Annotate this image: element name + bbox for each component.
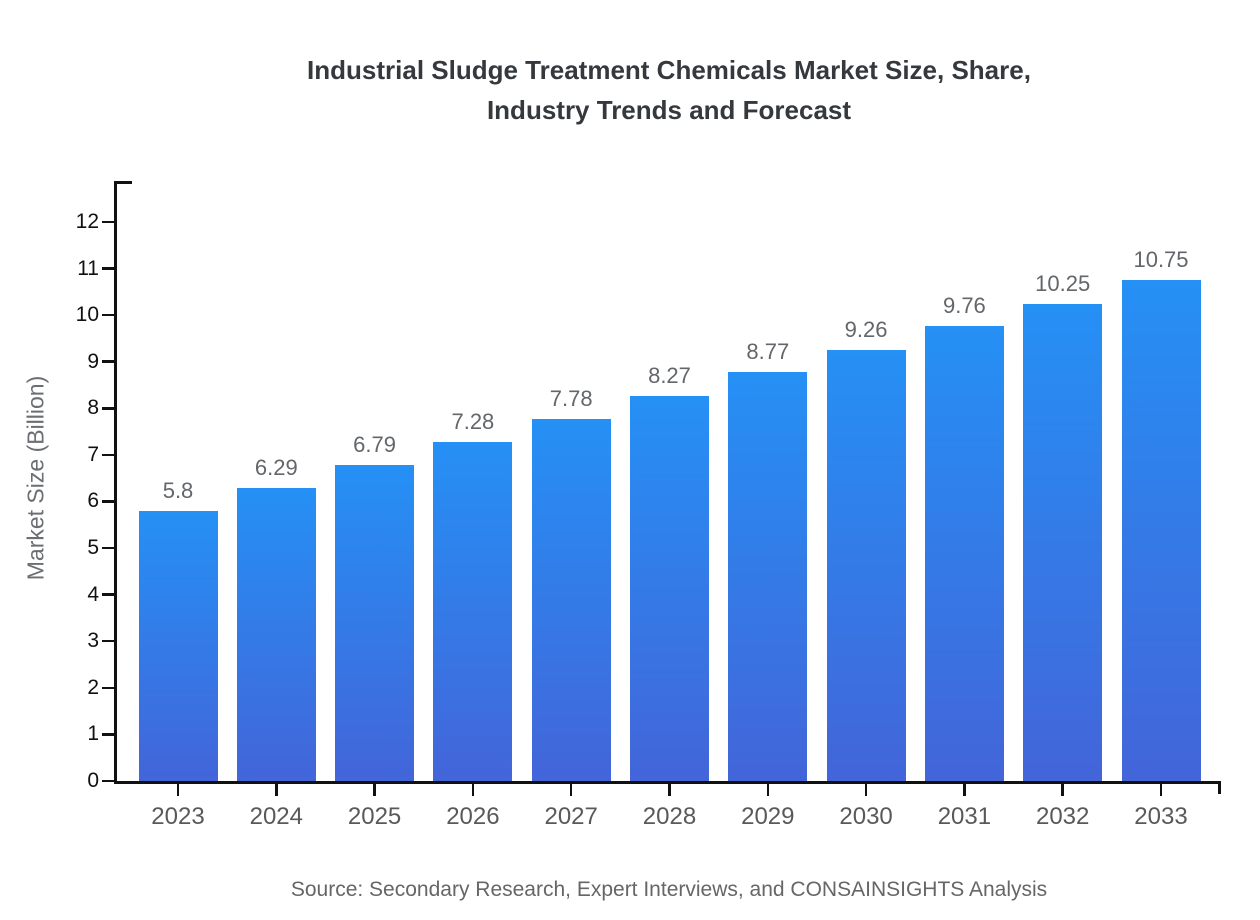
bar-value-label-2029: 8.77 bbox=[746, 339, 790, 365]
y-tick-label-10: 10 bbox=[75, 303, 99, 327]
y-tick-5 bbox=[102, 546, 114, 550]
y-tick-label-1: 1 bbox=[87, 722, 99, 746]
x-tick-label-2027: 2027 bbox=[544, 803, 598, 830]
x-tick-label-2026: 2026 bbox=[446, 803, 500, 830]
source-note: Source: Secondary Research, Expert Inter… bbox=[290, 878, 1048, 901]
bar-value-label-2027: 7.78 bbox=[549, 385, 593, 411]
bar-2032 bbox=[1023, 303, 1103, 781]
x-tick-2030 bbox=[864, 784, 868, 796]
x-axis-line bbox=[114, 781, 1221, 784]
bar-2024 bbox=[236, 488, 316, 781]
y-tick-4 bbox=[102, 593, 114, 596]
x-tick-2024 bbox=[275, 784, 278, 796]
y-tick-label-6: 6 bbox=[87, 489, 99, 513]
bar-value-label-2024: 6.29 bbox=[254, 454, 298, 480]
x-tick-2028 bbox=[668, 784, 671, 796]
y-tick-label-5: 5 bbox=[87, 536, 99, 560]
y-tick-label-11: 11 bbox=[77, 256, 99, 280]
bar-value-label-2028: 8.27 bbox=[648, 362, 691, 388]
y-tick-label-12: 12 bbox=[75, 209, 99, 233]
y-tick-8 bbox=[102, 407, 114, 410]
y-tick-0 bbox=[102, 779, 114, 783]
bar-2030 bbox=[826, 349, 906, 781]
y-tick-label-9: 9 bbox=[87, 349, 99, 373]
y-tick-label-7: 7 bbox=[87, 442, 99, 466]
bar-2025 bbox=[335, 464, 415, 781]
y-tick-12 bbox=[102, 220, 114, 224]
x-tick-label-2029: 2029 bbox=[741, 803, 795, 830]
bar-value-label-2033: 10.75 bbox=[1133, 247, 1189, 273]
y-tick-9 bbox=[102, 360, 114, 363]
y-tick-11 bbox=[102, 267, 114, 270]
plot-area: 0 1 2 3 4 5 6 7 8 9 10 11 12 5.8 2023 6.29 2024 6.79 2025 7… bbox=[76, 181, 1221, 830]
x-tick-label-2032: 2032 bbox=[1035, 803, 1090, 830]
chart-title-line2: Industry Trends and Forecast bbox=[486, 95, 852, 125]
x-tick-2023 bbox=[176, 784, 180, 796]
x-tick-label-2023: 2023 bbox=[151, 803, 205, 830]
x-tick-2025 bbox=[373, 784, 376, 796]
y-tick-1 bbox=[102, 733, 114, 736]
y-tick-2 bbox=[102, 686, 114, 690]
bar-2033 bbox=[1121, 280, 1201, 781]
chart-title: Industrial Sludge Treatment Chemicals Ma… bbox=[117, 50, 1221, 130]
x-tick-2032 bbox=[1061, 784, 1064, 796]
y-tick-label-2: 2 bbox=[87, 675, 99, 699]
y-tick-3 bbox=[102, 639, 114, 643]
bar-2023 bbox=[138, 510, 218, 781]
x-tick-2029 bbox=[766, 784, 770, 796]
y-tick-label-3: 3 bbox=[87, 629, 99, 653]
x-tick-2026 bbox=[471, 784, 475, 796]
y-axis-line bbox=[114, 181, 117, 784]
chart-title-line1: Industrial Sludge Treatment Chemicals Ma… bbox=[307, 55, 1031, 85]
x-tick-label-2024: 2024 bbox=[249, 803, 303, 830]
y-tick-label-8: 8 bbox=[87, 396, 99, 420]
x-tick-2033 bbox=[1159, 784, 1163, 796]
bar-2026 bbox=[433, 441, 513, 781]
x-tick-label-2031: 2031 bbox=[937, 803, 992, 830]
y-tick-7 bbox=[102, 453, 114, 457]
x-tick-2031 bbox=[963, 784, 966, 796]
bar-2027 bbox=[531, 418, 611, 781]
x-tick-label-2030: 2030 bbox=[839, 803, 893, 830]
bar-value-label-2030: 9.26 bbox=[844, 316, 888, 342]
y-tick-10 bbox=[102, 313, 114, 317]
x-tick-2027 bbox=[569, 784, 573, 796]
x-tick-label-2025: 2025 bbox=[347, 803, 402, 830]
bar-value-label-2032: 10.25 bbox=[1035, 270, 1091, 296]
bar-value-label-2023: 5.8 bbox=[162, 477, 194, 503]
y-tick-label-4: 4 bbox=[87, 582, 99, 606]
bar-value-label-2025: 6.79 bbox=[353, 431, 396, 457]
y-axis-top-cap bbox=[114, 181, 132, 184]
bar-value-label-2026: 7.28 bbox=[451, 408, 495, 434]
x-tick-label-2028: 2028 bbox=[642, 803, 697, 830]
bar-2031 bbox=[924, 326, 1004, 781]
bar-2028 bbox=[630, 395, 709, 781]
bar-2029 bbox=[728, 372, 808, 781]
y-tick-6 bbox=[102, 500, 114, 503]
x-axis-end-cap bbox=[1218, 781, 1221, 794]
x-tick-label-2033: 2033 bbox=[1134, 803, 1188, 830]
y-tick-label-0: 0 bbox=[87, 769, 99, 792]
bar-value-label-2031: 9.76 bbox=[942, 293, 986, 319]
